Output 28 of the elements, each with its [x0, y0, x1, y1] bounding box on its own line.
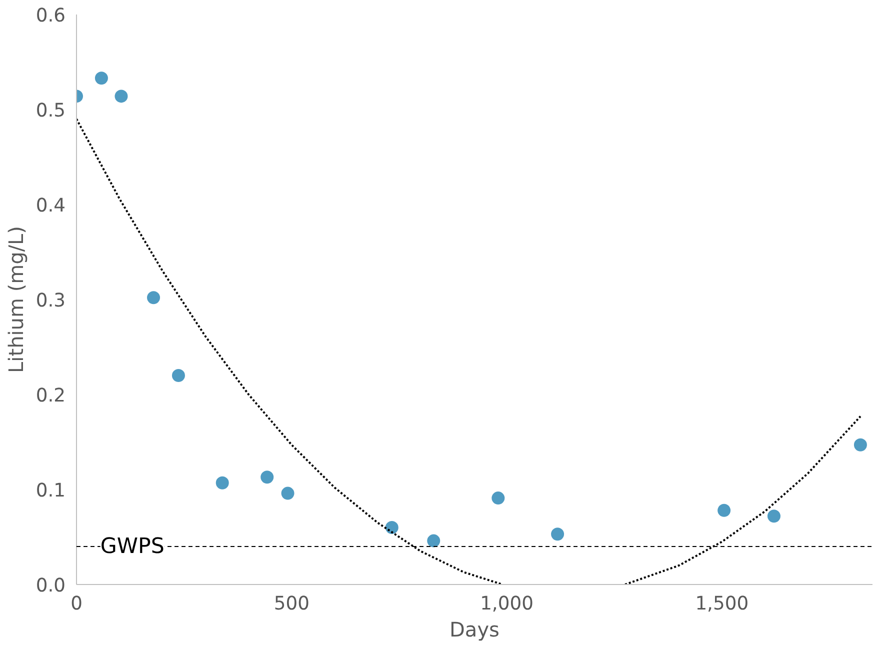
point [427, 534, 440, 548]
point [492, 492, 505, 505]
point [385, 521, 398, 534]
y-tick-label: 0.2 [36, 386, 66, 406]
point [551, 528, 564, 541]
y-tick-label: 0.5 [36, 100, 66, 122]
point [216, 476, 229, 490]
y-tick-label: 0.4 [36, 196, 66, 216]
x-tick-label: 1,000 [480, 594, 534, 614]
y-tick-label: 0.0 [36, 576, 66, 596]
y-tick-label: 0.3 [36, 290, 66, 312]
x-axis-title: Days [450, 618, 500, 642]
x-tick-label: 1,500 [695, 594, 749, 614]
ref-line-label: GWPS [100, 534, 164, 559]
y-axis-title: Lithium (mg/L) [4, 226, 28, 373]
point [94, 72, 108, 85]
point [854, 438, 867, 452]
point [172, 369, 185, 382]
point [281, 486, 294, 500]
y-tick-label: 0.1 [36, 480, 66, 502]
point [767, 510, 780, 523]
point [260, 470, 274, 484]
y-tick-label: 0.6 [36, 6, 66, 26]
point [718, 504, 731, 517]
x-tick-label: 0 [70, 594, 82, 614]
x-tick-label: 500 [274, 594, 310, 614]
point [114, 90, 128, 103]
point [147, 291, 160, 304]
